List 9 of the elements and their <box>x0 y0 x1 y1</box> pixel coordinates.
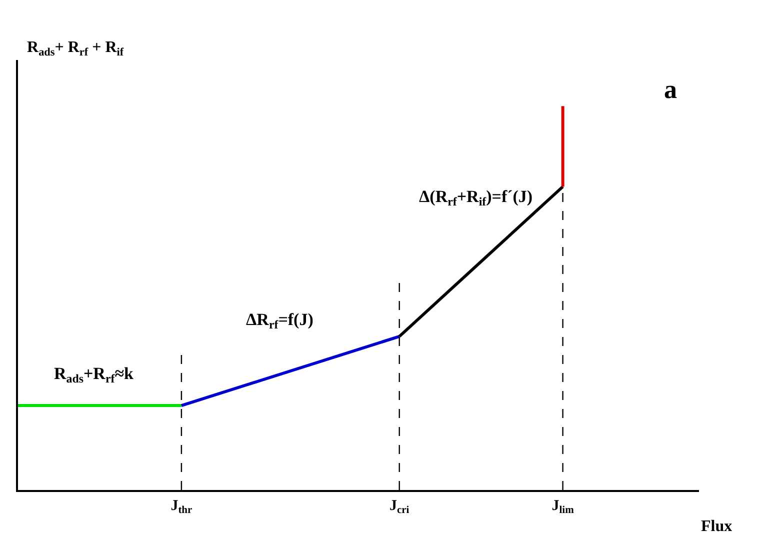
x-axis-title: Flux <box>701 518 732 535</box>
x-tick-label: J$_{lim}$ <box>552 498 574 516</box>
x-tick-label: J$_{cri}$ <box>389 498 410 516</box>
annotation: ΔR$_{rf}$=f(J) <box>246 310 314 332</box>
text: a <box>664 75 677 104</box>
text: R$_{ads}$+ R$_{rf}$ + R$_{if}$ <box>27 39 124 58</box>
annotation: R$_{ads}$+R$_{rf}$≈k <box>54 364 134 386</box>
x-tick-label: J$_{thr}$ <box>170 498 193 516</box>
annotation: Δ(R$_{rf}$+R$_{if}$)=f´(J) <box>419 187 533 209</box>
